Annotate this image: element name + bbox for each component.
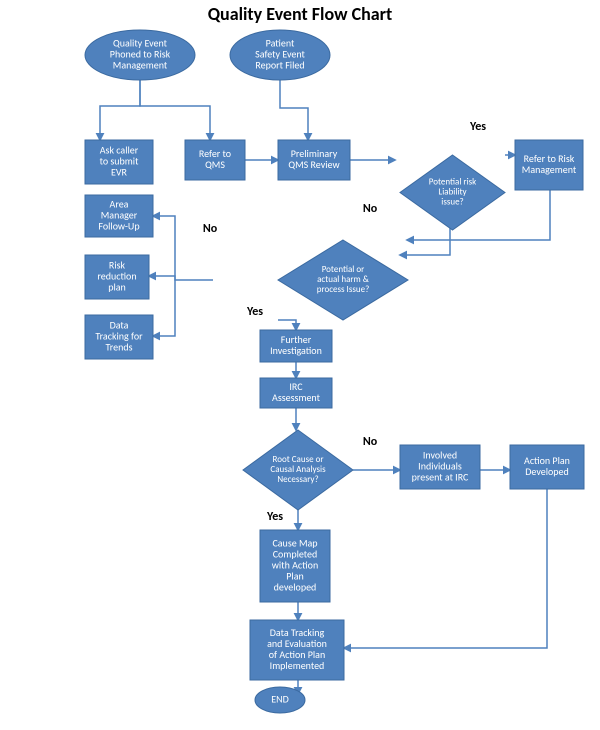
node-root-line2: Necessary? [277,474,318,485]
node-prelim-line1: QMS Review [288,158,340,171]
node-irc: IRCAssessment [260,378,332,408]
node-referqms: Refer toQMS [185,140,245,180]
chart-title: Quality Event Flow Chart [208,3,393,25]
edge-actionplan-datatrack [344,489,547,648]
node-start2-line2: Report Filed [255,58,304,71]
node-risk: Riskreductionplan [85,255,149,299]
flowchart-canvas: Quality Event Flow Chart Quality EventPh… [0,0,600,730]
node-datatrack-line3: Implemented [270,659,325,672]
node-referrisk-line1: Management [522,163,577,176]
edge-harm-risk [149,276,175,280]
node-start2: PatientSafety EventReport Filed [230,30,330,80]
node-liability-line2: issue? [441,197,463,208]
node-causemap: Cause MapCompletedwith ActionPlandevelop… [260,530,330,602]
node-involved-line2: present at IRC [412,470,469,483]
edge-start1-evr [100,80,140,140]
node-datatrack: Data Trackingand Evaluationof Action Pla… [250,620,344,680]
label-harm-area: No [203,222,218,236]
node-evr: Ask callerto submitEVR [85,140,153,184]
node-end-line0: END [271,692,289,705]
node-harm: Potential oractual harm &process Issue? [278,240,408,320]
node-end: END [255,687,305,713]
node-involved: InvolvedIndividualspresent at IRC [400,445,480,489]
label-root-involved: No [363,435,378,449]
node-irc-line1: Assessment [272,391,321,404]
label-harm-further: Yes [246,305,263,319]
node-root: Root Cause orCausal AnalysisNecessary? [243,430,353,510]
node-start1-line2: Management [113,58,168,71]
node-referqms-line1: QMS [205,158,225,171]
node-actionplan-line1: Developed [525,465,569,478]
edge-start1-referqms [140,80,210,140]
node-trends: DataTracking forTrends [85,315,153,359]
edge-harm-further [278,320,296,330]
edge-start2-prelim [280,80,308,140]
node-causemap-line4: developed [274,580,317,593]
node-prelim: PreliminaryQMS Review [278,140,350,180]
node-area-line2: Follow-Up [98,219,139,232]
node-harm-line2: process Issue? [317,284,370,295]
node-risk-line2: plan [108,280,126,293]
label-liability-harm: No [363,202,378,216]
label-liability-referrisk: Yes [469,120,486,134]
node-liability: Potential riskLiabilityissue? [400,155,505,230]
node-evr-line2: EVR [111,165,128,178]
node-trends-line2: Trends [105,340,132,353]
node-area: AreaManagerFollow-Up [85,195,153,237]
node-further-line1: Investigation [270,344,322,357]
node-further: FurtherInvestigation [260,330,332,362]
node-start1: Quality EventPhoned to RiskManagement [85,30,195,80]
label-root-causemap: Yes [266,510,283,524]
node-actionplan: Action PlanDeveloped [510,445,584,489]
node-referrisk: Refer to RiskManagement [515,140,583,190]
edge-harm-trends [153,280,175,336]
